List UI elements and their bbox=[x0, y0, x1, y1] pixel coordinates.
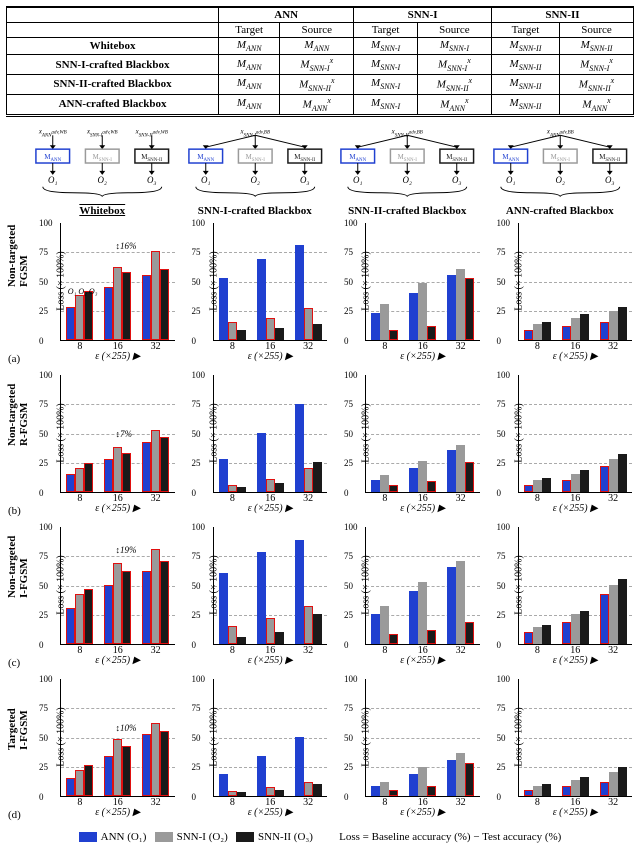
svg-text:O₃: O₃ bbox=[452, 175, 462, 185]
schematic-2: xSNN-IIadv,BBMANNO₁MSNN-IO₂MSNN-IIO₃ bbox=[333, 125, 482, 203]
bar-chart: 0255075100Loss (× 100%)81632ε (×255) ▶ bbox=[213, 679, 328, 797]
svg-text:xSNN-IIadv,BB: xSNN-IIadv,BB bbox=[391, 128, 423, 138]
attack-table: ANN SNN-I SNN-II TargetSource TargetSour… bbox=[6, 6, 634, 117]
bar-chart: 0255075100Loss (× 100%)81632ε (×255) ▶ bbox=[365, 527, 480, 645]
svg-text:O₃: O₃ bbox=[147, 175, 157, 185]
schematic-0: xANNadv,WBxSNN-Iadv,WBxSNN-IIadv,WBMANNO… bbox=[28, 125, 177, 203]
column-title: ANN-crafted Blackbox bbox=[486, 205, 635, 217]
bar-chart: 0255075100Loss (× 100%)81632ε (×255) ▶ bbox=[365, 375, 480, 493]
row-tag: (a) bbox=[8, 353, 20, 365]
svg-text:O₂: O₂ bbox=[555, 175, 565, 185]
schematic-3: xANNadv,BBMANNO₁MSNN-IO₂MSNN-IIO₃ bbox=[486, 125, 635, 203]
row-tag: (c) bbox=[8, 657, 20, 669]
column-title: SNN-II-crafted Blackbox bbox=[333, 205, 482, 217]
schematic-1: xSNN-Iadv,BBMANNO₁MSNN-IO₂MSNN-IIO₃ bbox=[181, 125, 330, 203]
row-tag: (d) bbox=[8, 809, 21, 821]
svg-text:O₂: O₂ bbox=[402, 175, 412, 185]
bar-chart: 0255075100Loss (× 100%)81632ε (×255) ▶↕1… bbox=[60, 679, 175, 797]
svg-text:O₃: O₃ bbox=[604, 175, 614, 185]
svg-text:O₁: O₁ bbox=[200, 175, 210, 185]
bar-chart: 0255075100Loss (× 100%)81632ε (×255) ▶↕1… bbox=[60, 527, 175, 645]
svg-text:xANNadv,WB: xANNadv,WB bbox=[38, 128, 67, 138]
bar-chart: 0255075100Loss (× 100%)81632ε (×255) ▶↕1… bbox=[60, 223, 175, 341]
column-title: Whitebox bbox=[28, 205, 177, 217]
svg-text:O₂: O₂ bbox=[250, 175, 260, 185]
bar-chart: 0255075100Loss (× 100%)81632ε (×255) ▶ bbox=[213, 527, 328, 645]
svg-text:xSNN-Iadv,BB: xSNN-Iadv,BB bbox=[239, 128, 269, 138]
bar-chart: 0255075100Loss (× 100%)81632ε (×255) ▶↕7… bbox=[60, 375, 175, 493]
bar-chart: 0255075100Loss (× 100%)81632ε (×255) ▶ bbox=[518, 527, 633, 645]
bar-chart: 0255075100Loss (× 100%)81632ε (×255) ▶ bbox=[518, 679, 633, 797]
bar-chart: 0255075100Loss (× 100%)81632ε (×255) ▶ bbox=[213, 223, 328, 341]
svg-text:xSNN-Iadv,WB: xSNN-Iadv,WB bbox=[86, 128, 118, 138]
svg-text:O₃: O₃ bbox=[299, 175, 309, 185]
bar-chart: 0255075100Loss (× 100%)81632ε (×255) ▶ bbox=[365, 679, 480, 797]
bar-chart: 0255075100Loss (× 100%)81632ε (×255) ▶ bbox=[365, 223, 480, 341]
svg-text:O₁: O₁ bbox=[48, 175, 58, 185]
svg-text:O₁: O₁ bbox=[505, 175, 515, 185]
svg-text:xSNN-IIadv,WB: xSNN-IIadv,WB bbox=[135, 128, 168, 138]
bar-chart: 0255075100Loss (× 100%)81632ε (×255) ▶ bbox=[213, 375, 328, 493]
svg-text:O₁: O₁ bbox=[353, 175, 363, 185]
bar-chart: 0255075100Loss (× 100%)81632ε (×255) ▶ bbox=[518, 223, 633, 341]
loss-definition: Loss = Baseline accuracy (%) − Test accu… bbox=[339, 831, 561, 843]
row-tag: (b) bbox=[8, 505, 21, 517]
bar-chart: 0255075100Loss (× 100%)81632ε (×255) ▶ bbox=[518, 375, 633, 493]
svg-text:xANNadv,BB: xANNadv,BB bbox=[545, 128, 573, 138]
legend: ANN (O₁) SNN-I (O₂) SNN-II (O₃) Loss = B… bbox=[6, 831, 634, 843]
column-title: SNN-I-crafted Blackbox bbox=[181, 205, 330, 217]
svg-text:O₂: O₂ bbox=[97, 175, 107, 185]
